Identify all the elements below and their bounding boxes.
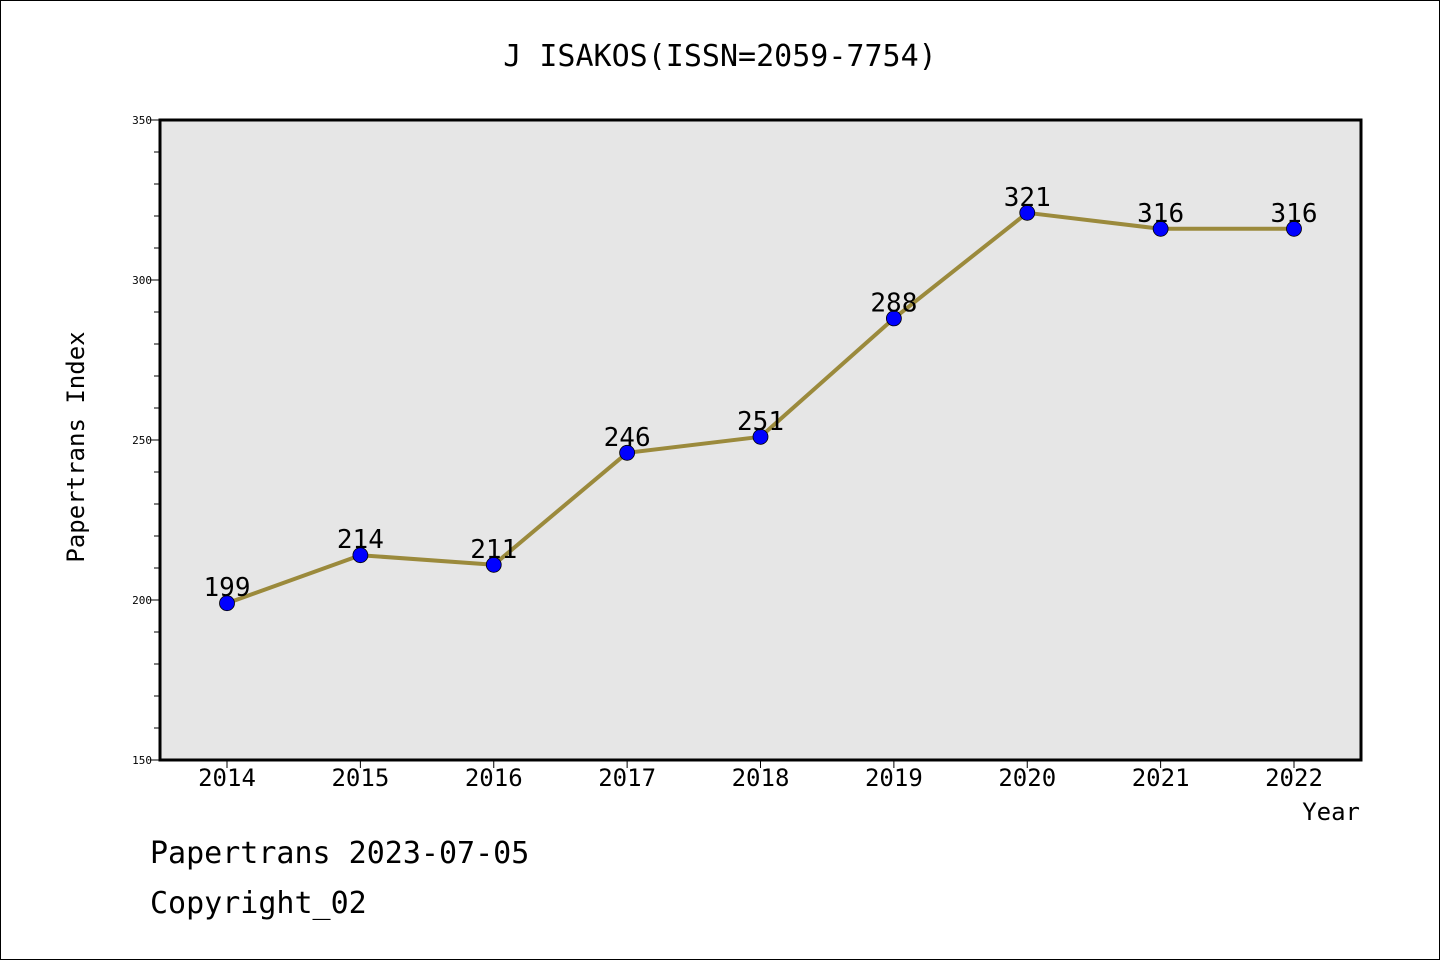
chart-title: J ISAKOS(ISSN=2059-7754) (503, 39, 936, 74)
data-point (885, 310, 902, 327)
y-tick-label: 200 (132, 594, 152, 607)
data-label: 288 (870, 288, 917, 318)
data-label: 199 (204, 573, 251, 603)
y-tick-label: 350 (132, 114, 152, 127)
data-point (1286, 220, 1302, 237)
data-label: 246 (604, 423, 651, 453)
data-label: 211 (470, 535, 517, 565)
data-label: 321 (1004, 183, 1051, 213)
data-label: 251 (737, 407, 784, 437)
data-point (752, 428, 769, 445)
y-tick-label: 250 (132, 434, 152, 447)
data-point (352, 547, 369, 564)
footer-copyright: Copyright_02 (150, 886, 367, 921)
data-label: 316 (1137, 199, 1184, 229)
x-tick-label: 2017 (598, 764, 656, 792)
x-tick-label: 2019 (865, 764, 923, 792)
data-point (219, 595, 235, 612)
data-point (1019, 204, 1036, 221)
x-tick-label: 2016 (465, 764, 523, 792)
plot-area: 150 200 250 300 350 2014 2015 2016 2017 2018 2019 2… (132, 114, 1363, 792)
x-axis-label: Year (1302, 798, 1360, 826)
y-tick-label: 150 (132, 754, 152, 767)
x-tick-label: 2014 (198, 764, 256, 792)
y-axis-label: Papertrans Index (62, 331, 90, 562)
x-tick-label: 2015 (331, 764, 389, 792)
x-tick-label: 2020 (998, 764, 1056, 792)
x-tick-label: 2022 (1265, 764, 1323, 792)
data-point (485, 556, 502, 573)
y-tick-label: 300 (132, 274, 152, 287)
plot-border (158, 118, 1363, 762)
x-tick-label: 2018 (732, 764, 790, 792)
data-point (1152, 220, 1169, 237)
data-point (619, 444, 636, 461)
data-label: 214 (337, 525, 384, 555)
footer-date: Papertrans 2023-07-05 (150, 836, 530, 871)
data-label: 316 (1271, 199, 1318, 229)
x-tick-label: 2021 (1132, 764, 1190, 792)
